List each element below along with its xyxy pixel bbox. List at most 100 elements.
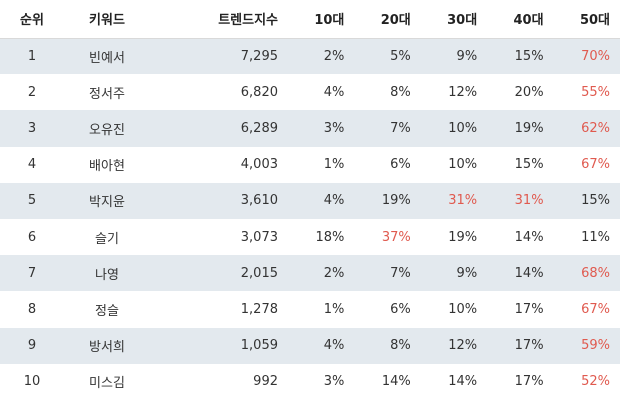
table-header: 순위 키워드 트렌드지수 10대 20대 30대 40대 50대 — [0, 0, 620, 39]
rank-cell: 5 — [27, 193, 37, 209]
age-50s-cell: 11% — [581, 229, 610, 245]
age-10s-cell: 3% — [323, 120, 345, 136]
age-30s-cell: 10% — [448, 301, 478, 317]
rank-cell: 4 — [27, 157, 37, 173]
age-20s-cell: 37% — [381, 229, 411, 245]
age-40s-cell: 15% — [514, 157, 544, 173]
rank-cell: 9 — [27, 338, 37, 354]
age-40s-cell: 15% — [514, 48, 544, 64]
header-age-30s: 30대 — [420, 0, 488, 39]
age-20s-cell: 7% — [390, 120, 411, 136]
rank-cell: 1 — [27, 48, 37, 64]
age-20s-cell: 19% — [381, 193, 411, 209]
age-30s-cell: 9% — [456, 48, 478, 64]
age-10s-cell: 2% — [323, 48, 345, 64]
age-40s-cell: 14% — [514, 265, 544, 281]
keyword-cell: 오유진 — [89, 122, 125, 138]
age-40s-cell: 31% — [514, 193, 544, 209]
age-20s-cell: 8% — [390, 338, 411, 354]
trend-index-cell: 1,059 — [240, 338, 278, 354]
table-row: 7 나영 2,015 2% 7% 9% 14% 68% — [0, 255, 620, 292]
trend-index-cell: 7,295 — [240, 48, 278, 64]
rank-cell: 6 — [27, 229, 37, 245]
rank-cell: 2 — [27, 84, 37, 100]
age-30s-cell: 9% — [456, 265, 478, 281]
age-20s-cell: 7% — [390, 265, 411, 281]
trend-index-cell: 992 — [253, 374, 278, 390]
rank-cell: 7 — [27, 265, 37, 281]
age-50s-cell: 15% — [581, 193, 610, 209]
age-30s-cell: 14% — [448, 374, 478, 390]
age-40s-cell: 17% — [514, 338, 544, 354]
trend-index-cell: 1,278 — [240, 301, 278, 317]
keyword-cell: 나영 — [95, 267, 119, 283]
table-row: 2 정서주 6,820 4% 8% 12% 20% 55% — [0, 74, 620, 110]
age-10s-cell: 2% — [323, 265, 345, 281]
table-row: 10 미스김 992 3% 14% 14% 17% 52% — [0, 364, 620, 400]
age-50s-cell: 68% — [581, 265, 610, 281]
header-rank: 순위 — [0, 0, 64, 39]
age-50s-cell: 59% — [581, 338, 610, 354]
age-50s-cell: 55% — [581, 84, 610, 100]
table-row: 6 슬기 3,073 18% 37% 19% 14% 11% — [0, 219, 620, 255]
age-20s-cell: 5% — [390, 48, 411, 64]
rank-cell: 10 — [23, 374, 41, 390]
age-10s-cell: 4% — [323, 84, 345, 100]
keyword-cell: 방서희 — [89, 340, 125, 356]
age-40s-cell: 19% — [514, 120, 544, 136]
age-40s-cell: 17% — [514, 301, 544, 317]
keyword-cell: 슬기 — [95, 231, 119, 247]
keyword-cell: 배아현 — [89, 159, 125, 175]
age-20s-cell: 6% — [390, 157, 411, 173]
table-row: 5 박지윤 3,610 4% 19% 31% 31% 15% — [0, 182, 620, 219]
trend-index-cell: 6,289 — [240, 120, 278, 136]
header-age-40s: 40대 — [487, 0, 554, 39]
age-30s-cell: 19% — [448, 229, 478, 245]
age-40s-cell: 20% — [514, 84, 544, 100]
age-10s-cell: 1% — [323, 157, 345, 173]
trend-index-cell: 3,073 — [240, 229, 278, 245]
table-row: 4 배아현 4,003 1% 6% 10% 15% 67% — [0, 147, 620, 183]
age-50s-cell: 67% — [581, 157, 610, 173]
age-30s-cell: 31% — [448, 193, 478, 209]
trend-index-cell: 3,610 — [240, 193, 278, 209]
header-age-10s: 10대 — [288, 0, 355, 39]
keyword-cell: 미스김 — [89, 376, 125, 392]
age-10s-cell: 18% — [315, 229, 345, 245]
trend-index-cell: 4,003 — [240, 157, 278, 173]
table-row: 3 오유진 6,289 3% 7% 10% 19% 62% — [0, 110, 620, 147]
header-age-50s: 50대 — [553, 0, 620, 39]
header-keyword: 키워드 — [64, 0, 150, 39]
age-10s-cell: 4% — [323, 338, 345, 354]
table-row: 9 방서희 1,059 4% 8% 12% 17% 59% — [0, 327, 620, 364]
header-age-20s: 20대 — [354, 0, 421, 39]
age-10s-cell: 3% — [323, 374, 345, 390]
keyword-cell: 빈예서 — [89, 50, 125, 66]
keyword-cell: 정서주 — [89, 86, 125, 102]
age-50s-cell: 67% — [581, 301, 610, 317]
keyword-cell: 정슬 — [95, 303, 119, 319]
table-row: 1 빈예서 7,295 2% 5% 9% 15% 70% — [0, 38, 620, 75]
age-20s-cell: 6% — [390, 301, 411, 317]
trend-index-cell: 6,820 — [240, 84, 278, 100]
header-row: 순위 키워드 트렌드지수 10대 20대 30대 40대 50대 — [0, 0, 620, 39]
age-30s-cell: 12% — [448, 84, 478, 100]
age-40s-cell: 14% — [514, 229, 544, 245]
keyword-cell: 박지윤 — [89, 195, 125, 211]
age-50s-cell: 70% — [581, 48, 610, 64]
age-30s-cell: 10% — [448, 120, 478, 136]
age-30s-cell: 12% — [448, 338, 478, 354]
table-row: 8 정슬 1,278 1% 6% 10% 17% 67% — [0, 291, 620, 327]
age-20s-cell: 14% — [381, 374, 411, 390]
trend-index-cell: 2,015 — [240, 265, 278, 281]
age-40s-cell: 17% — [514, 374, 544, 390]
age-20s-cell: 8% — [390, 84, 411, 100]
rank-cell: 8 — [27, 301, 37, 317]
table-body: 1 빈예서 7,295 2% 5% 9% 15% 70% 2 정서주 6,820 4% 8% 12% 20%… — [0, 38, 620, 400]
age-10s-cell: 1% — [323, 301, 345, 317]
age-30s-cell: 10% — [448, 157, 478, 173]
age-50s-cell: 52% — [581, 374, 610, 390]
rank-cell: 3 — [27, 120, 37, 136]
header-trend-index: 트렌드지수 — [150, 0, 288, 39]
